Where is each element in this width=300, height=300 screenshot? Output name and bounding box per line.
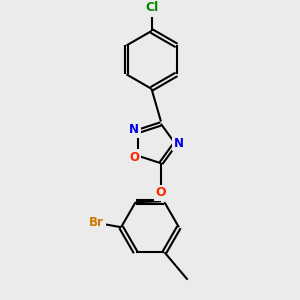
- Text: Br: Br: [89, 216, 104, 229]
- Text: N: N: [129, 123, 139, 136]
- Text: N: N: [174, 137, 184, 150]
- Text: O: O: [130, 151, 140, 164]
- Text: Cl: Cl: [145, 1, 158, 14]
- Text: O: O: [156, 186, 166, 199]
